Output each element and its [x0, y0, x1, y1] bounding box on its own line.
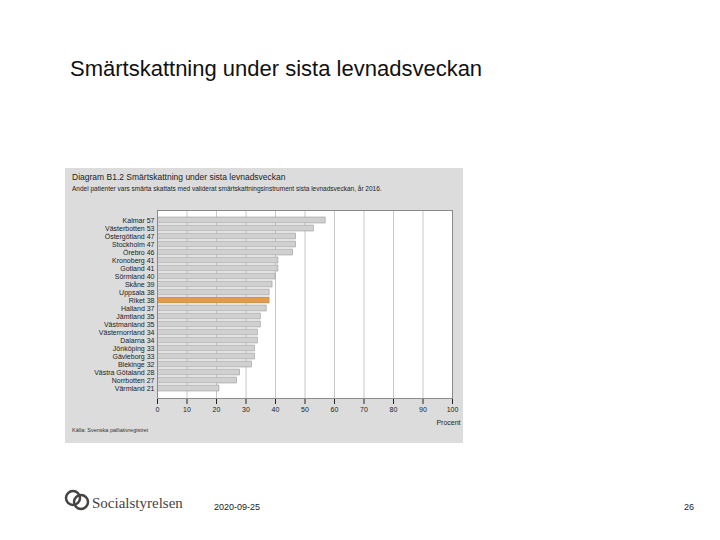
svg-text:50: 50 — [301, 406, 309, 413]
svg-text:30: 30 — [242, 406, 250, 413]
svg-text:Socialstyrelsen: Socialstyrelsen — [92, 495, 183, 511]
svg-text:Uppsala 38: Uppsala 38 — [119, 289, 155, 297]
svg-text:Halland 37: Halland 37 — [121, 305, 155, 312]
html-text:Andel patienter vars smärta sk: Andel patienter vars smärta skattats med… — [72, 185, 382, 192]
svg-text:Västerbotten 53: Västerbotten 53 — [105, 225, 155, 232]
svg-text:Jämtland 35: Jämtland 35 — [116, 313, 154, 320]
svg-text:70: 70 — [360, 406, 368, 413]
svg-text:Gävleborg 33: Gävleborg 33 — [112, 353, 154, 361]
svg-text:Sörmland 40: Sörmland 40 — [115, 273, 155, 280]
html-text:2020-09-25: 2020-09-25 — [214, 502, 260, 512]
svg-text:Kronoberg 41: Kronoberg 41 — [112, 257, 155, 265]
svg-text:Kalmar 57: Kalmar 57 — [123, 217, 155, 224]
svg-text:Västmanland 35: Västmanland 35 — [104, 321, 155, 328]
svg-text:Skåne 39: Skåne 39 — [125, 281, 155, 288]
svg-text:Örebro 46: Örebro 46 — [123, 249, 155, 256]
svg-text:80: 80 — [390, 406, 398, 413]
svg-text:Norrbotten 27: Norrbotten 27 — [112, 377, 155, 384]
svg-text:Jönköping 33: Jönköping 33 — [113, 345, 155, 353]
svg-text:Östergötland 47: Östergötland 47 — [105, 233, 155, 241]
svg-text:10: 10 — [183, 406, 191, 413]
svg-text:Stockholm 47: Stockholm 47 — [112, 241, 155, 248]
html-text:26: 26 — [684, 502, 694, 512]
svg-text:Gotland 41: Gotland 41 — [120, 265, 154, 272]
svg-text:90: 90 — [419, 406, 427, 413]
svg-text:Blekinge 32: Blekinge 32 — [118, 361, 155, 369]
svg-text:Värmland 21: Värmland 21 — [115, 385, 155, 392]
svg-text:Västra Götaland 28: Västra Götaland 28 — [94, 369, 154, 376]
svg-text:Dalarna 34: Dalarna 34 — [120, 337, 154, 344]
html-text:Källa: Svenska palliativregist: Källa: Svenska palliativregistret — [72, 427, 149, 433]
html-text:Diagram B1.2 Smärtskattning un: Diagram B1.2 Smärtskattning under sista … — [72, 172, 286, 182]
svg-text:Västernorrland 34: Västernorrland 34 — [99, 329, 155, 336]
html-text:Smärtskattning under sista lev: Smärtskattning under sista levnadsveckan — [70, 56, 483, 81]
svg-text:20: 20 — [213, 406, 221, 413]
svg-text:Riket 38: Riket 38 — [129, 297, 155, 304]
svg-text:40: 40 — [272, 406, 280, 413]
svg-text:0: 0 — [156, 406, 160, 413]
svg-text:100: 100 — [447, 406, 459, 413]
svg-text:60: 60 — [331, 406, 339, 413]
svg-text:Procent: Procent — [436, 419, 460, 426]
